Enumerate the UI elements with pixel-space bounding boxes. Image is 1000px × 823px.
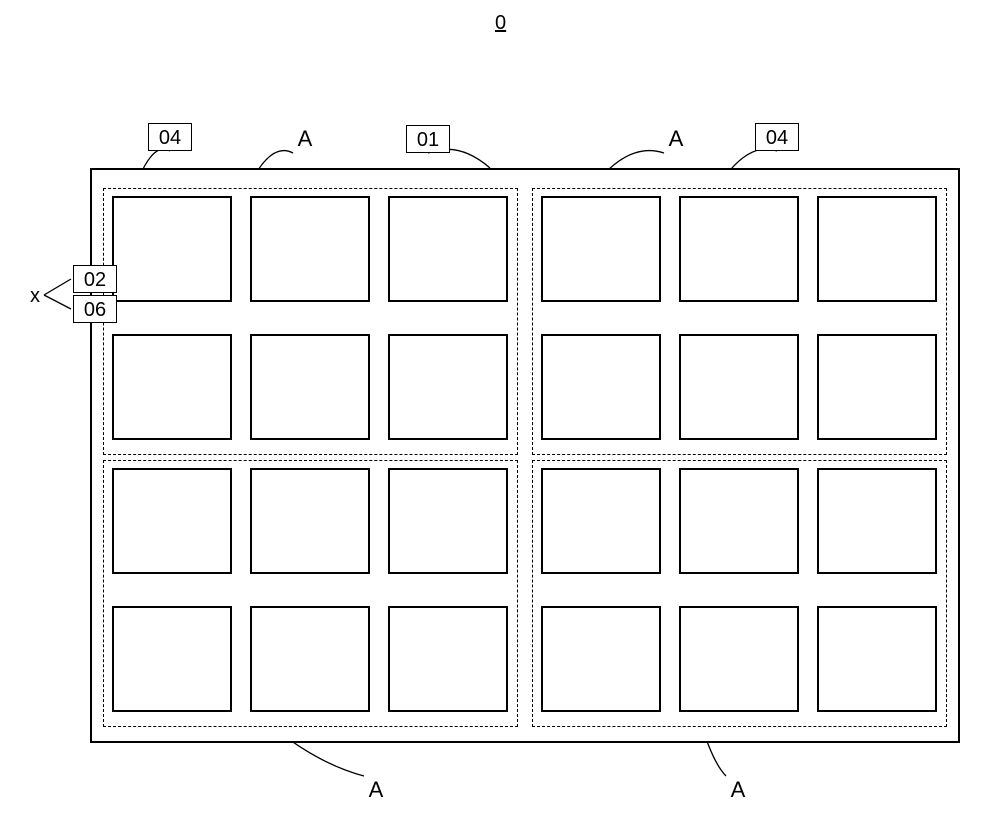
cell-04	[388, 606, 508, 712]
callout-label: 01	[406, 125, 450, 153]
cell-04	[679, 334, 799, 440]
cell-04	[817, 334, 937, 440]
cell-04	[112, 196, 232, 302]
callout-label: A	[716, 776, 760, 804]
cell-04	[112, 334, 232, 440]
label-x: x	[30, 285, 40, 308]
figure-title: 0	[495, 12, 506, 35]
cell-04	[112, 468, 232, 574]
callout-label: 04	[755, 123, 799, 151]
cell-04	[388, 196, 508, 302]
cell-04	[541, 196, 661, 302]
callout-label: 02	[73, 265, 117, 293]
cell-04	[250, 468, 370, 574]
cell-04	[817, 606, 937, 712]
bracket-line	[44, 295, 71, 309]
cell-04	[541, 606, 661, 712]
cell-04	[388, 468, 508, 574]
cell-04	[679, 196, 799, 302]
cell-04	[388, 334, 508, 440]
callout-label: 06	[73, 295, 117, 323]
cell-04	[250, 606, 370, 712]
callout-label: A	[654, 125, 698, 153]
cell-04	[541, 468, 661, 574]
cell-04	[250, 196, 370, 302]
cell-04	[112, 606, 232, 712]
cell-04	[817, 468, 937, 574]
cell-04	[679, 606, 799, 712]
callout-label: A	[354, 776, 398, 804]
cell-04	[817, 196, 937, 302]
callout-label: 04	[148, 123, 192, 151]
callout-label: A	[283, 125, 327, 153]
cell-04	[679, 468, 799, 574]
cell-04	[250, 334, 370, 440]
bracket-line	[44, 279, 71, 295]
cell-04	[541, 334, 661, 440]
